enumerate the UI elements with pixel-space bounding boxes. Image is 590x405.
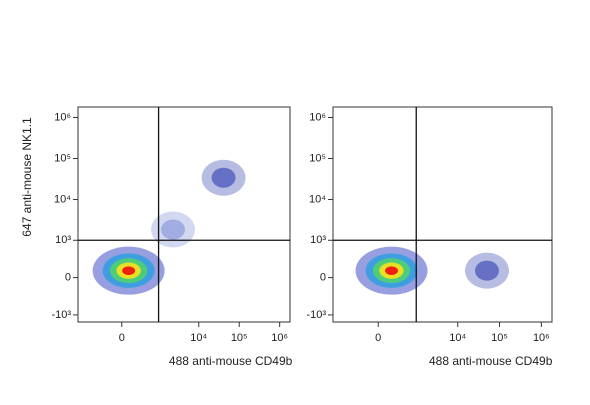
y-tick-label: 0 [320,272,326,284]
x-tick-label: 0 [119,332,125,344]
x-tick-label: 10⁵ [231,332,248,344]
y-tick-label: 10⁵ [54,152,71,164]
y-tick-label: -10³ [51,309,71,321]
density-blob [211,167,236,188]
x-tick-label: 10⁶ [533,332,550,344]
x-tick-label: 0 [375,332,381,344]
y-tick-label: 0 [65,272,71,284]
y-tick-label: 10⁶ [309,111,326,123]
y-tick-label: 10⁴ [309,193,326,205]
x-tick-label: 10⁶ [271,332,288,344]
plot-frame [77,106,291,323]
density-blob [385,266,399,275]
x-tick-label: 10⁵ [491,332,508,344]
x-tick-label: 10⁴ [449,332,466,344]
plot-frame [332,106,553,323]
y-tick-label: 10⁶ [54,111,71,123]
y-tick-label: -10³ [306,309,326,321]
density-blob [122,266,136,275]
density-blob [474,260,499,281]
plot-area [92,159,246,295]
y-tick-label: 10⁵ [309,152,326,164]
y-axis-title: 647 anti-mouse NK1.1 [20,117,34,237]
density-blob [160,219,185,240]
y-tick-label: 10⁴ [54,193,71,205]
x-tick-label: 10⁴ [190,332,207,344]
y-tick-label: 10³ [55,234,71,246]
x-axis-title: 488 anti-mouse CD49b [169,354,293,368]
plot-area [355,246,509,295]
x-axis-title: 488 anti-mouse CD49b [429,354,553,368]
y-tick-label: 10³ [310,234,326,246]
